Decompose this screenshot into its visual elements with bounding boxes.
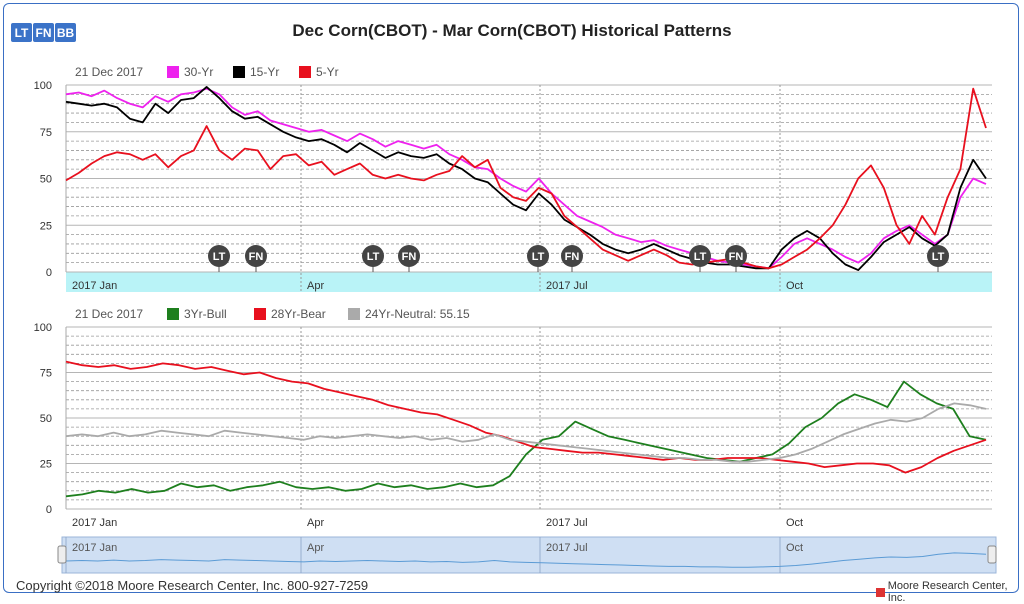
- y-tick-label: 100: [34, 322, 52, 334]
- footer-brand-label: Moore Research Center, Inc.: [887, 580, 1008, 604]
- marker-label: FN: [729, 251, 744, 263]
- navigator-tick-label: Oct: [786, 542, 803, 554]
- footer-copyright: Copyright ©2018 Moore Research Center, I…: [16, 578, 369, 593]
- y-tick-label: 25: [40, 459, 52, 471]
- legend-swatch: [254, 308, 266, 320]
- marker-circle: [208, 245, 230, 267]
- chart-frame: [3, 3, 1019, 593]
- marker-label: LT: [367, 251, 380, 263]
- legend-label: 15-Yr: [250, 65, 279, 79]
- marker-label: LT: [213, 251, 226, 263]
- y-tick-label: 100: [34, 80, 52, 92]
- y-tick-label: 50: [40, 174, 52, 186]
- legend-label: 24Yr-Neutral: 55.15: [365, 307, 470, 321]
- x-tick-label: Oct: [786, 280, 803, 292]
- series-line: [65, 87, 987, 270]
- legend-label: 30-Yr: [184, 65, 213, 79]
- legend-label: 28Yr-Bear: [271, 307, 326, 321]
- legend-date: 21 Dec 2017: [75, 307, 143, 321]
- marker-label: FN: [402, 251, 417, 263]
- x-tick-label: 2017 Jul: [546, 280, 588, 292]
- x-tick-label: Apr: [307, 517, 324, 529]
- marker-circle: [527, 245, 549, 267]
- legend-swatch: [299, 66, 311, 78]
- y-tick-label: 25: [40, 220, 52, 232]
- navigator-right-handle[interactable]: [987, 545, 997, 564]
- legend-swatch: [233, 66, 245, 78]
- y-tick-label: 75: [40, 368, 52, 380]
- marker-lt: LT: [208, 245, 230, 272]
- marker-circle: [689, 245, 711, 267]
- marker-label: FN: [249, 251, 264, 263]
- series-line: [65, 87, 987, 270]
- marker-circle: [398, 245, 420, 267]
- chart-title: Dec Corn(CBOT) - Mar Corn(CBOT) Historic…: [292, 21, 732, 40]
- brand-logo-icon: [876, 587, 885, 597]
- marker-circle: [927, 245, 949, 267]
- navigator-line: [65, 552, 987, 568]
- x-tick-label: Oct: [786, 517, 803, 529]
- y-tick-label: 75: [40, 127, 52, 139]
- navigator-left-handle[interactable]: [57, 545, 67, 564]
- marker-fn: FN: [398, 245, 420, 272]
- legend-swatch: [167, 308, 179, 320]
- series-line: [65, 360, 987, 474]
- marker-fn: FN: [725, 245, 747, 272]
- marker-circle: [245, 245, 267, 267]
- x-tick-label: 2017 Jan: [72, 280, 117, 292]
- series-line: [65, 380, 987, 498]
- navigator-tick-label: 2017 Jan: [72, 542, 117, 554]
- bb-button[interactable]: BB: [55, 23, 76, 42]
- x-tick-label: Apr: [307, 280, 324, 292]
- legend-label: 3Yr-Bull: [184, 307, 227, 321]
- legend-label: 5-Yr: [316, 65, 339, 79]
- legend-swatch: [348, 308, 360, 320]
- x-tick-label: 2017 Jul: [546, 517, 588, 529]
- marker-circle: [362, 245, 384, 267]
- navigator-tick-label: 2017 Jul: [546, 542, 588, 554]
- legend-swatch: [167, 66, 179, 78]
- footer-brand: Moore Research Center, Inc.: [876, 580, 1024, 604]
- marker-label: LT: [694, 251, 707, 263]
- marker-circle: [725, 245, 747, 267]
- y-tick-label: 50: [40, 413, 52, 425]
- marker-label: FN: [565, 251, 580, 263]
- series-line: [65, 402, 987, 463]
- date-band: [66, 272, 992, 292]
- y-tick-label: 0: [46, 267, 52, 279]
- marker-circle: [561, 245, 583, 267]
- marker-fn: FN: [245, 245, 267, 272]
- navigator-background: [61, 536, 997, 574]
- marker-lt: LT: [927, 245, 949, 272]
- series-line: [65, 86, 987, 272]
- navigator-tick-label: Apr: [307, 542, 324, 554]
- lt-button[interactable]: LT: [11, 23, 32, 42]
- marker-lt: LT: [362, 245, 384, 272]
- legend-date: 21 Dec 2017: [75, 65, 143, 79]
- marker-lt: LT: [689, 245, 711, 272]
- marker-lt: LT: [527, 245, 549, 272]
- marker-fn: FN: [561, 245, 583, 272]
- marker-label: LT: [532, 251, 545, 263]
- x-tick-label: 2017 Jan: [72, 517, 117, 529]
- fn-button[interactable]: FN: [33, 23, 54, 42]
- marker-label: LT: [932, 251, 945, 263]
- y-tick-label: 0: [46, 504, 52, 516]
